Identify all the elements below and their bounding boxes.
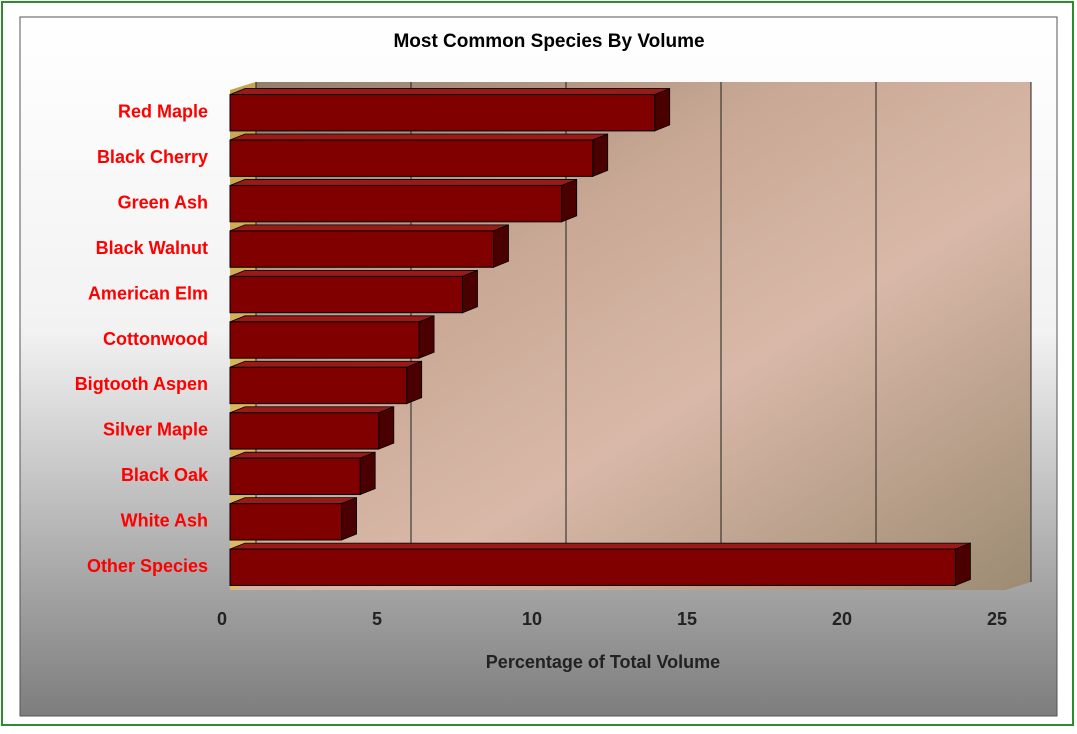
y-tick-label: Black Walnut bbox=[96, 238, 208, 258]
bar-side bbox=[360, 452, 375, 494]
bar-top bbox=[230, 498, 357, 504]
bar bbox=[230, 322, 419, 358]
bar-side bbox=[494, 225, 509, 267]
chart: Most Common Species By Volume Percentage… bbox=[0, 0, 1077, 729]
bar bbox=[230, 549, 955, 585]
x-tick-label: 0 bbox=[217, 609, 227, 629]
bar bbox=[230, 504, 342, 540]
y-tick-label: Green Ash bbox=[118, 192, 208, 212]
bar bbox=[230, 140, 593, 176]
y-tick-label: Black Cherry bbox=[97, 147, 208, 167]
y-tick-label: Red Maple bbox=[118, 101, 208, 121]
bar-side bbox=[463, 270, 478, 312]
bar-top bbox=[230, 225, 509, 231]
bar-top bbox=[230, 134, 608, 140]
x-tick-label: 5 bbox=[372, 609, 382, 629]
bar-top bbox=[230, 89, 670, 95]
bar-top bbox=[230, 543, 970, 549]
x-axis-label: Percentage of Total Volume bbox=[486, 652, 720, 672]
y-tick-label: Black Oak bbox=[121, 465, 209, 485]
chart-title: Most Common Species By Volume bbox=[393, 31, 704, 52]
x-tick-label: 20 bbox=[832, 609, 852, 629]
bar bbox=[230, 276, 463, 312]
bar-side bbox=[342, 498, 357, 540]
bar bbox=[230, 367, 407, 403]
y-tick-label: Cottonwood bbox=[103, 329, 208, 349]
bar-side bbox=[655, 89, 670, 131]
y-tick-label: American Elm bbox=[88, 283, 208, 303]
bar-top bbox=[230, 179, 577, 185]
bar bbox=[230, 413, 379, 449]
bar-top bbox=[230, 316, 434, 322]
bar bbox=[230, 95, 655, 131]
bar-top bbox=[230, 270, 478, 276]
bar-side bbox=[419, 316, 434, 358]
bar-top bbox=[230, 361, 422, 367]
y-tick-label: White Ash bbox=[121, 511, 208, 531]
y-tick-label: Silver Maple bbox=[103, 420, 208, 440]
bar-top bbox=[230, 407, 394, 413]
bar bbox=[230, 185, 562, 221]
x-tick-label: 15 bbox=[677, 609, 697, 629]
bar bbox=[230, 231, 494, 267]
bar-side bbox=[407, 361, 422, 403]
page: Most Common Species By Volume Percentage… bbox=[0, 0, 1077, 734]
y-tick-label: Other Species bbox=[87, 556, 208, 576]
x-tick-label: 10 bbox=[522, 609, 542, 629]
x-tick-label: 25 bbox=[987, 609, 1007, 629]
y-tick-label: Bigtooth Aspen bbox=[75, 374, 208, 394]
bar-side bbox=[955, 543, 970, 585]
bar-side bbox=[562, 179, 577, 221]
bar-side bbox=[379, 407, 394, 449]
bar-side bbox=[593, 134, 608, 176]
bar bbox=[230, 458, 360, 494]
bar-top bbox=[230, 452, 375, 458]
